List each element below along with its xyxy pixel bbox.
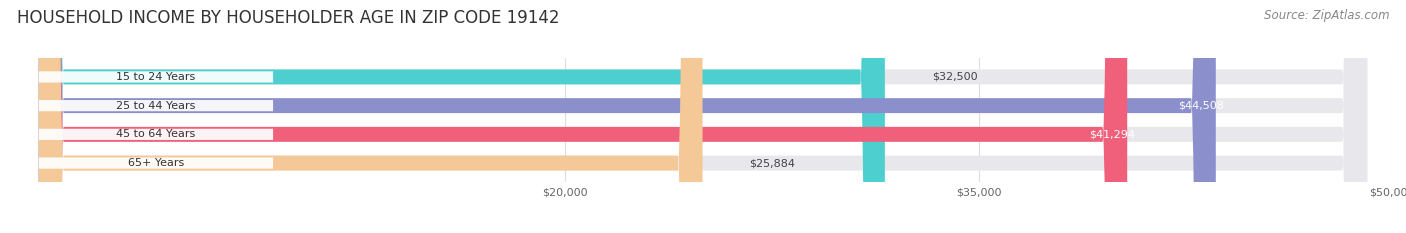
FancyBboxPatch shape	[39, 0, 884, 233]
FancyBboxPatch shape	[39, 129, 273, 140]
FancyBboxPatch shape	[39, 0, 1367, 233]
FancyBboxPatch shape	[39, 0, 1367, 233]
Text: 45 to 64 Years: 45 to 64 Years	[117, 129, 195, 139]
FancyBboxPatch shape	[39, 0, 1367, 233]
FancyBboxPatch shape	[39, 0, 1128, 233]
Text: $44,508: $44,508	[1178, 101, 1225, 111]
Text: $25,884: $25,884	[749, 158, 796, 168]
FancyBboxPatch shape	[39, 158, 273, 169]
FancyBboxPatch shape	[39, 100, 273, 111]
FancyBboxPatch shape	[39, 0, 1367, 233]
Text: 65+ Years: 65+ Years	[128, 158, 184, 168]
FancyBboxPatch shape	[39, 0, 1216, 233]
Text: 25 to 44 Years: 25 to 44 Years	[117, 101, 195, 111]
FancyBboxPatch shape	[39, 71, 273, 82]
Text: HOUSEHOLD INCOME BY HOUSEHOLDER AGE IN ZIP CODE 19142: HOUSEHOLD INCOME BY HOUSEHOLDER AGE IN Z…	[17, 9, 560, 27]
Text: 15 to 24 Years: 15 to 24 Years	[117, 72, 195, 82]
FancyBboxPatch shape	[39, 0, 703, 233]
Text: $41,294: $41,294	[1090, 129, 1136, 139]
Text: Source: ZipAtlas.com: Source: ZipAtlas.com	[1264, 9, 1389, 22]
Text: $32,500: $32,500	[932, 72, 977, 82]
